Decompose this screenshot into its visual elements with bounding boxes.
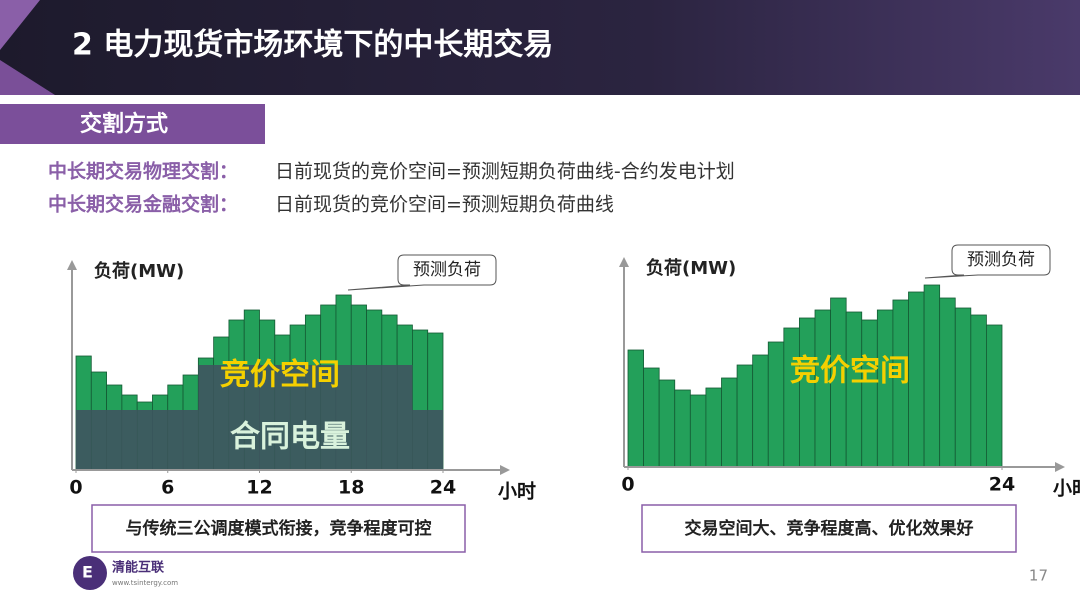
bar [705,387,722,468]
y-axis-arrow [67,260,77,270]
contract-bar [121,410,138,470]
bar [658,379,676,468]
bar [674,389,691,468]
contract-bar [76,410,92,470]
section-title: 交割方式 [80,111,168,137]
x-tick-label: 0 [621,474,634,496]
logo-mark-letter: E [82,563,93,582]
bar [939,297,956,468]
bar [721,377,738,468]
header-accent [0,60,55,95]
bar [767,341,785,468]
caption-box [641,504,1017,553]
header-band [0,0,1080,95]
contract-bar [427,410,443,470]
bar [736,364,754,468]
bar [861,319,878,468]
caption: 交易空间大、竞争程度高、优化效果好 [685,518,974,539]
bar [845,311,863,468]
contract-bar [198,365,214,470]
contract-bar [274,365,291,470]
bar [799,317,816,468]
definition: 日前现货的竞价空间=预测短期负荷曲线-合约发电计划 [275,161,735,183]
annotation: 竞价空间 [790,354,910,389]
x-axis-arrow [1055,462,1065,472]
contract-bar [213,365,229,470]
y-axis-arrow [619,257,629,267]
logo-text: 清能互联 [112,560,164,576]
x-tick-label: 18 [338,477,364,499]
bar [970,314,987,468]
x-tick-label: 12 [246,477,272,499]
logo-mark [73,556,107,590]
contract-bar [106,410,122,470]
x-tick-label: 6 [161,477,174,499]
term: 中长期交易金融交割： [48,193,238,216]
contract-bar [305,365,321,470]
callout-box [924,244,1051,279]
contract-bar [351,365,367,470]
title: 2 电力现货市场环境下的中长期交易 [72,28,553,63]
bar [814,309,831,468]
y-axis-label: 负荷(MW) [646,257,736,279]
header-accent [0,0,40,50]
contract-bar [228,365,245,470]
x-axis-arrow [500,465,510,475]
bar [876,309,894,468]
y-axis-label: 负荷(MW) [94,260,184,282]
contract-bar [320,365,336,470]
contract-bar [167,410,184,470]
contract-bar [290,365,306,470]
caption: 与传统三公调度模式衔接，竞争程度可控 [126,518,432,539]
bar [923,284,941,468]
annotation: 合同电量 [230,420,350,455]
contract-bar [259,365,275,470]
x-tick-label: 24 [430,477,456,499]
section-tag [0,104,265,144]
callout-label: 预测负荷 [967,250,1035,270]
logo-url: www.tsintergy.com [112,579,178,587]
contract-bar [244,365,260,470]
contract-bar [137,410,153,470]
callout-label: 预测负荷 [413,260,481,280]
bar [783,327,800,468]
bar [752,354,769,468]
term: 中长期交易物理交割： [48,160,238,183]
definition: 日前现货的竞价空间=预测短期负荷曲线 [275,194,614,216]
x-axis-label: 小时 [1053,478,1080,500]
contract-bar [366,365,382,470]
callout-box [347,254,497,291]
contract-bar [152,410,168,470]
contract-bar [397,365,413,470]
bar [954,307,972,468]
bar [627,349,644,468]
x-axis-label: 小时 [498,481,536,503]
contract-bar [183,410,199,470]
contract-bar [335,365,352,470]
contract-bar [91,410,107,470]
caption-box [91,504,466,553]
bar [643,367,660,468]
bar [986,324,1003,468]
contract-bar [381,365,398,470]
x-tick-label: 24 [989,474,1015,496]
page-number: 17 [1029,567,1048,585]
bar [689,394,707,468]
contract-bar [412,410,428,470]
bar [908,291,925,468]
x-tick-label: 0 [69,477,82,499]
annotation: 竞价空间 [220,358,340,393]
